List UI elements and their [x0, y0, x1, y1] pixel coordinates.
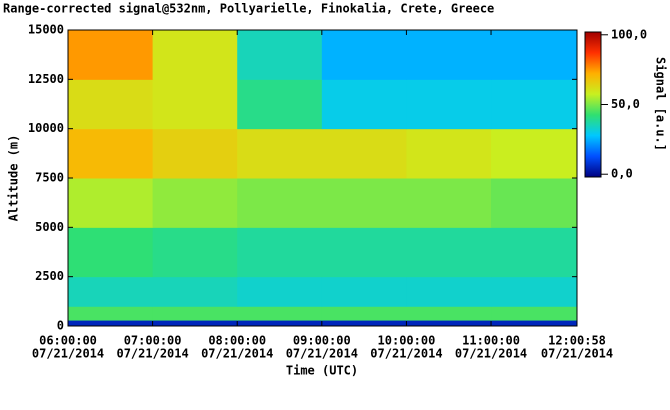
- x-tick-label: 08:00:00: [208, 334, 266, 348]
- heatmap-cell: [237, 276, 323, 307]
- y-tick-label: 0: [57, 319, 64, 333]
- y-tick-label: 15000: [28, 23, 64, 37]
- heatmap-cell: [321, 306, 407, 321]
- heatmap-cell: [491, 79, 578, 130]
- heatmap-cell: [491, 128, 578, 179]
- y-tick-label: 2500: [35, 269, 64, 283]
- colorbar-tick-label: 0,0: [611, 167, 633, 181]
- heatmap-cell: [152, 178, 238, 228]
- x-tick-date: 07/21/2014: [116, 347, 188, 361]
- heatmap-cell: [237, 306, 323, 321]
- y-tick-label: 7500: [35, 171, 64, 185]
- heatmap-cell: [152, 276, 238, 307]
- colorbar-label: Signal [a.u.]: [654, 57, 668, 151]
- heatmap-cell: [321, 227, 407, 278]
- heatmap-cell: [152, 30, 238, 80]
- heatmap-cell: [321, 30, 407, 80]
- heatmap-cell: [152, 227, 238, 278]
- heatmap-cell: [68, 30, 154, 80]
- heatmap-cell: [491, 306, 578, 321]
- x-tick-label: 11:00:00: [462, 334, 520, 348]
- heatmap-cell: [68, 128, 154, 179]
- heatmap-cell: [152, 320, 238, 327]
- x-axis-label: Time (UTC): [286, 364, 358, 378]
- colorbar-tick-label: 50,0: [611, 97, 640, 111]
- heatmap-cell: [152, 79, 238, 130]
- heatmap-cell: [237, 79, 323, 130]
- x-tick-date: 07/21/2014: [455, 347, 527, 361]
- heatmap-cell: [406, 178, 492, 228]
- heatmap-cell: [406, 227, 492, 278]
- heatmap-cell: [491, 320, 578, 327]
- heatmap-cell: [68, 178, 154, 228]
- heatmap-cell: [406, 276, 492, 307]
- heatmap-cell: [68, 227, 154, 278]
- heatmap-cell: [491, 227, 578, 278]
- heatmap-cell: [68, 79, 154, 130]
- y-tick-label: 10000: [28, 121, 64, 135]
- heatmap-cell: [491, 30, 578, 80]
- x-tick-date: 07/21/2014: [286, 347, 358, 361]
- heatmap-cell: [491, 276, 578, 307]
- heatmap-cell: [491, 178, 578, 228]
- x-tick-label: 12:00:58: [548, 334, 606, 348]
- y-tick-label: 12500: [28, 72, 64, 86]
- heatmap-cell: [68, 276, 154, 307]
- heatmap-cell: [321, 128, 407, 179]
- heatmap-cell: [321, 79, 407, 130]
- x-tick-date: 07/21/2014: [32, 347, 104, 361]
- heatmap-cell: [321, 276, 407, 307]
- x-tick-label: 06:00:00: [39, 334, 97, 348]
- heatmap-cell: [152, 306, 238, 321]
- heatmap-cell: [406, 306, 492, 321]
- x-tick-label: 07:00:00: [124, 334, 182, 348]
- x-tick-label: 10:00:00: [378, 334, 436, 348]
- heatmap-cell: [237, 320, 323, 327]
- heatmap-cell: [237, 227, 323, 278]
- heatmap-cell: [406, 79, 492, 130]
- heatmap-cell: [321, 178, 407, 228]
- y-axis-label: Altitude (m): [7, 135, 21, 222]
- heatmap-cell: [237, 128, 323, 179]
- heatmap-cell: [237, 178, 323, 228]
- x-tick-label: 09:00:00: [293, 334, 351, 348]
- y-tick-label: 5000: [35, 220, 64, 234]
- x-tick-date: 07/21/2014: [541, 347, 613, 361]
- x-tick-date: 07/21/2014: [201, 347, 273, 361]
- heatmap-cell: [406, 320, 492, 327]
- chart-title: Range-corrected signal@532nm, Pollyariel…: [3, 2, 494, 16]
- heatmap-cell: [406, 128, 492, 179]
- heatmap-cell: [68, 306, 154, 321]
- heatmap-cell: [237, 30, 323, 80]
- heatmap-cell: [406, 30, 492, 80]
- x-tick-date: 07/21/2014: [370, 347, 442, 361]
- colorbar-tick-label: 100,0: [611, 27, 647, 41]
- heatmap-cell: [152, 128, 238, 179]
- colorbar: [584, 31, 602, 178]
- heatmap-cell: [68, 320, 154, 327]
- heatmap-cell: [321, 320, 407, 327]
